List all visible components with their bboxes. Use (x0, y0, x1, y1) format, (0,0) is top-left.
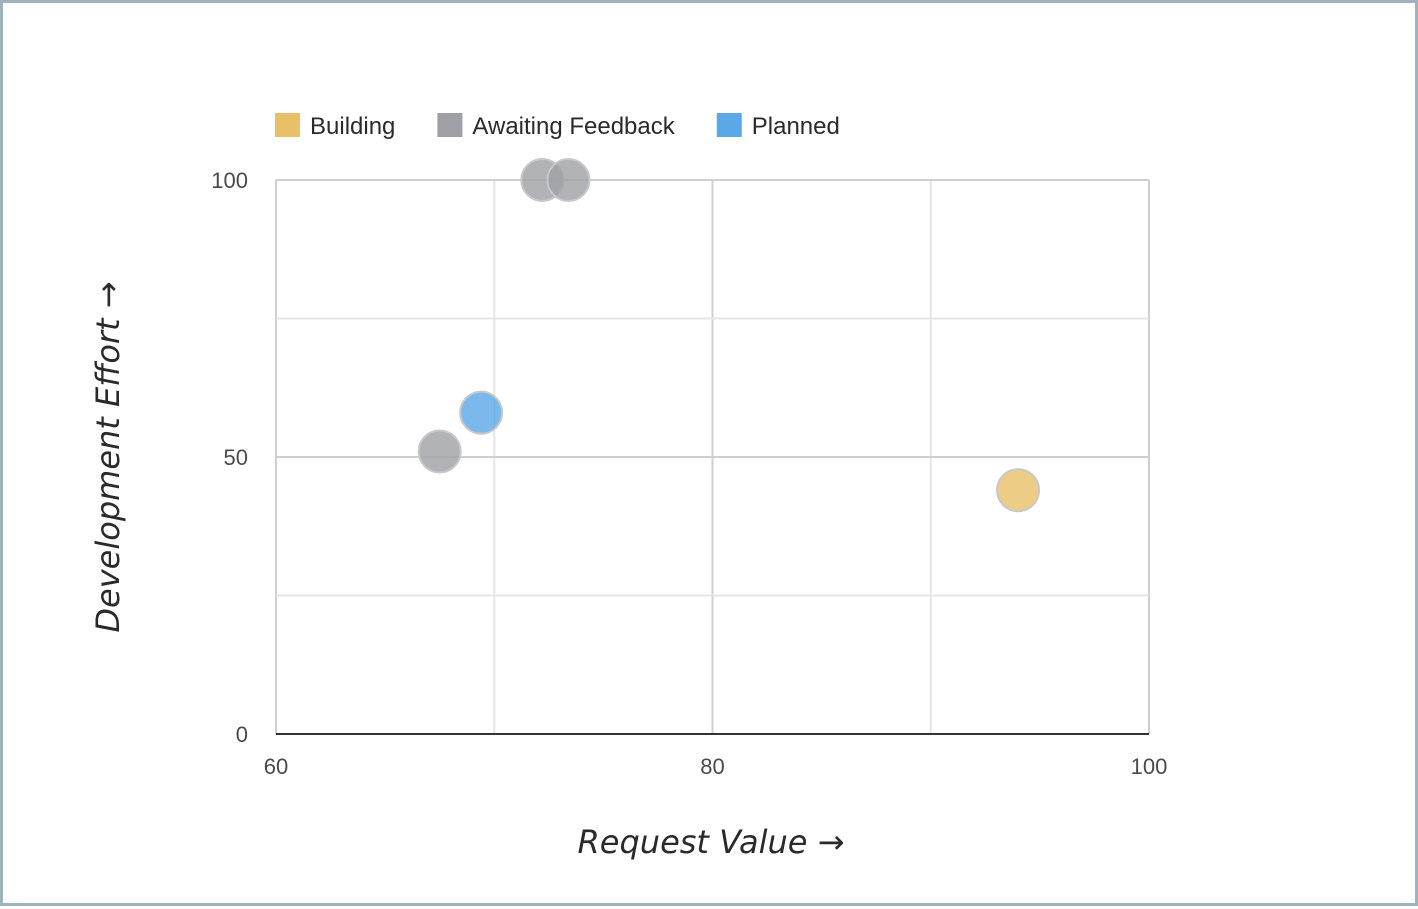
legend-label: Building (310, 113, 395, 140)
legend-label: Planned (752, 113, 840, 140)
data-point[interactable] (996, 468, 1041, 513)
grid (275, 179, 1150, 735)
tick-labels: 60 80 100 0 50 100 (211, 168, 1167, 779)
x-tick-label: 60 (264, 754, 288, 779)
data-point[interactable] (459, 390, 504, 435)
y-tick-label: 50 (224, 445, 248, 470)
x-tick-label: 100 (1131, 754, 1168, 779)
legend: Building Awaiting Feedback Planned (275, 113, 840, 140)
data-point[interactable] (546, 158, 591, 202)
data-point[interactable] (417, 429, 462, 474)
x-tick-label: 80 (700, 754, 724, 779)
y-axis-title: Development Effort → (89, 281, 127, 632)
y-tick-label: 0 (236, 722, 248, 747)
legend-label: Awaiting Feedback (472, 113, 675, 140)
data-points (417, 158, 1041, 513)
legend-swatch (716, 113, 742, 137)
legend-swatch (437, 113, 463, 137)
x-axis-title: Request Value → (578, 823, 845, 861)
scatter-chart: 60 80 100 0 50 100 Building Awaiting Feedback P… (89, 113, 1167, 861)
legend-swatch (275, 113, 300, 137)
y-tick-label: 100 (211, 168, 248, 193)
